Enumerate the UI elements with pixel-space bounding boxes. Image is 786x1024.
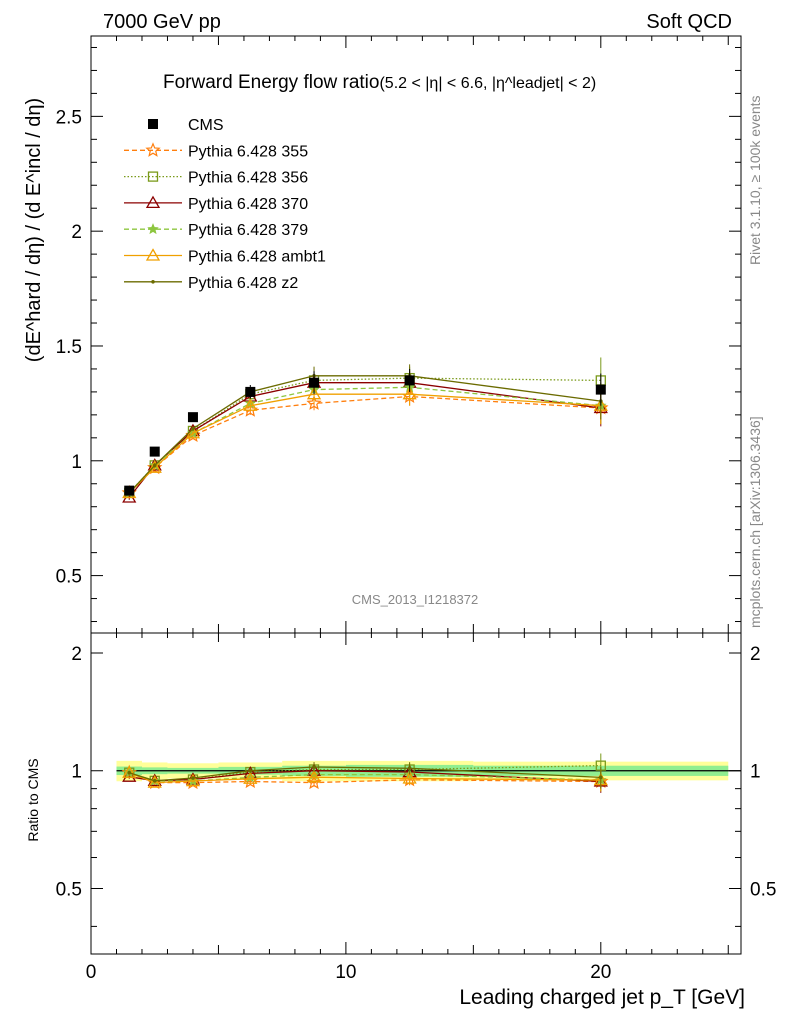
legend-marker: [147, 171, 159, 182]
ratio-y-axis-label: Ratio to CMS: [25, 758, 41, 841]
ratio-point: [243, 771, 258, 784]
legend-label: Pythia 6.428 355: [188, 143, 308, 160]
cms-data-series: [124, 368, 606, 496]
series-point: [306, 395, 322, 410]
y-tick-label: 0.5: [56, 567, 82, 588]
ratio-point: [185, 773, 201, 787]
legend-entry: Pythia 6.428 370: [124, 195, 308, 213]
legend-label: Pythia 6.428 z2: [188, 275, 298, 292]
legend-marker: [151, 280, 155, 284]
ratio-y-tick-label-left: 0.5: [56, 879, 82, 900]
series-pythia-6-428-356: [124, 357, 606, 499]
x-tick-label: 20: [590, 962, 611, 983]
ratio-point: [147, 775, 162, 788]
y-tick-label: 1.5: [56, 337, 82, 358]
ratio-y-tick-label-left: 2: [71, 644, 82, 665]
mcplots-source-label: mcplots.cern.ch [arXiv:1306.3436]: [747, 416, 763, 628]
series-point: [152, 463, 157, 468]
ratio-series-pythia-6-428-z2: [127, 762, 603, 789]
y-tick-label: 2.5: [56, 107, 82, 128]
series-point: [147, 460, 162, 473]
ratio-point: [306, 769, 322, 783]
ratio-plot-frame: [90, 632, 742, 955]
series-line: [128, 382, 601, 498]
cms-data-point: [187, 412, 198, 423]
legend-label: Pythia 6.428 379: [188, 222, 308, 239]
ratio-point: [191, 776, 195, 780]
process-label: Soft QCD: [646, 11, 732, 33]
legend-entry: Pythia 6.428 z2: [124, 275, 298, 292]
series-point: [191, 426, 195, 431]
ratio-point: [122, 765, 137, 778]
series-point: [402, 386, 417, 400]
ratio-y-tick-label-right: 2: [750, 644, 761, 665]
legend-entry: CMS: [148, 117, 224, 134]
chart-legend: CMS Pythia 6.428 355 Pythia 6.428 356 Pythi…: [124, 117, 326, 292]
legend-marker: [147, 223, 159, 235]
y-axis-label: (dE^hard / dη) / (d E^incl / dη): [23, 98, 45, 362]
rivet-version-label: Rivet 3.1.10, ≥ 100k events: [747, 95, 763, 265]
chart-title: Forward Energy flow ratio(5.2 < |η| < 6.…: [163, 72, 596, 93]
collision-label: 7000 GeV pp: [103, 11, 221, 33]
cms-data-point: [595, 384, 606, 395]
ratio-y-tick-label-right: 0.5: [750, 879, 776, 900]
legend-entry: Pythia 6.428 ambt1: [124, 248, 326, 266]
ratio-point: [599, 775, 603, 780]
ratio-y-tick-label-left: 1: [71, 762, 82, 783]
legend-marker: [145, 142, 161, 157]
ratio-point: [152, 779, 157, 783]
series-point: [306, 386, 322, 400]
main-plot-panel: 0 10 20 0.5 1 1.5 2 2.5 0.5 0.5 1 1 2 2: [56, 35, 776, 983]
legend-marker: [145, 195, 161, 209]
legend-entry: Pythia 6.428 355: [124, 142, 308, 160]
series-line: [128, 386, 601, 494]
legend-label: Pythia 6.428 370: [188, 196, 308, 213]
legend-marker: [145, 248, 161, 261]
legend-entry: Pythia 6.428 379: [124, 222, 308, 239]
ratio-point: [402, 771, 417, 784]
analysis-watermark: CMS_2013_I1218372: [352, 592, 479, 607]
ratio-point: [127, 770, 132, 775]
x-axis-label: Leading charged jet p_T [GeV]: [459, 986, 745, 1009]
cms-data-point: [404, 375, 415, 386]
ratio-y-tick-label-right: 1: [750, 762, 761, 783]
legend-entry: Pythia 6.428 356: [124, 170, 308, 187]
legend-label: Pythia 6.428 356: [188, 170, 308, 187]
ratio-point: [407, 766, 412, 771]
x-tick-label: 0: [86, 962, 97, 983]
series-line: [128, 393, 601, 494]
ratio-point: [312, 765, 316, 769]
series-pythia-6-428-355: [121, 387, 609, 500]
legend-label: Pythia 6.428 ambt1: [188, 249, 326, 266]
series-point: [185, 425, 201, 439]
x-tick-label: 10: [335, 962, 356, 983]
y-tick-label: 1: [71, 452, 82, 473]
cms-data-point: [245, 386, 256, 397]
y-tick-label: 2: [71, 222, 82, 243]
ratio-point: [248, 768, 253, 773]
series-point: [243, 398, 258, 411]
cms-data-point: [309, 377, 320, 388]
series-line: [128, 377, 601, 494]
cms-data-point: [149, 446, 160, 457]
cms-data-point: [124, 485, 135, 496]
series-line: [128, 395, 601, 494]
series-line: [128, 375, 601, 494]
legend-label: CMS: [188, 117, 224, 134]
legend-marker: [148, 119, 158, 129]
